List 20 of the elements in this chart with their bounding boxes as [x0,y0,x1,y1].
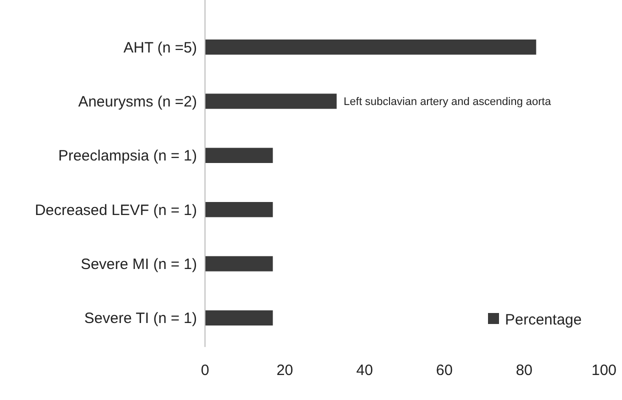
x-tick-label: 60 [436,362,453,379]
y-tick-label: Severe TI (n = 1) [84,310,197,328]
bar [205,310,273,326]
x-tick-label: 0 [200,362,210,379]
y-tick-label: Aneurysms (n =2) [78,94,197,110]
y-tick-label: Severe MI (n = 1) [80,256,197,273]
y-tick-label: Decreased LEVF (n = 1) [34,202,197,219]
x-tick-label: 20 [276,362,294,379]
bar [205,202,273,218]
bar [205,94,337,109]
x-tick-label: 80 [516,362,533,379]
x-tick-label: 100 [591,362,617,379]
y-tick-label: AHT (n =5) [124,39,198,56]
x-tick-label: 40 [356,362,373,379]
bar [205,256,273,272]
bar [205,40,536,55]
bar [205,148,273,163]
annotation: Left subclavian artery and ascending aorta [344,96,552,108]
y-tick-label: Preeclampsia (n = 1) [58,148,197,165]
legend-label: Percentage [505,311,582,328]
